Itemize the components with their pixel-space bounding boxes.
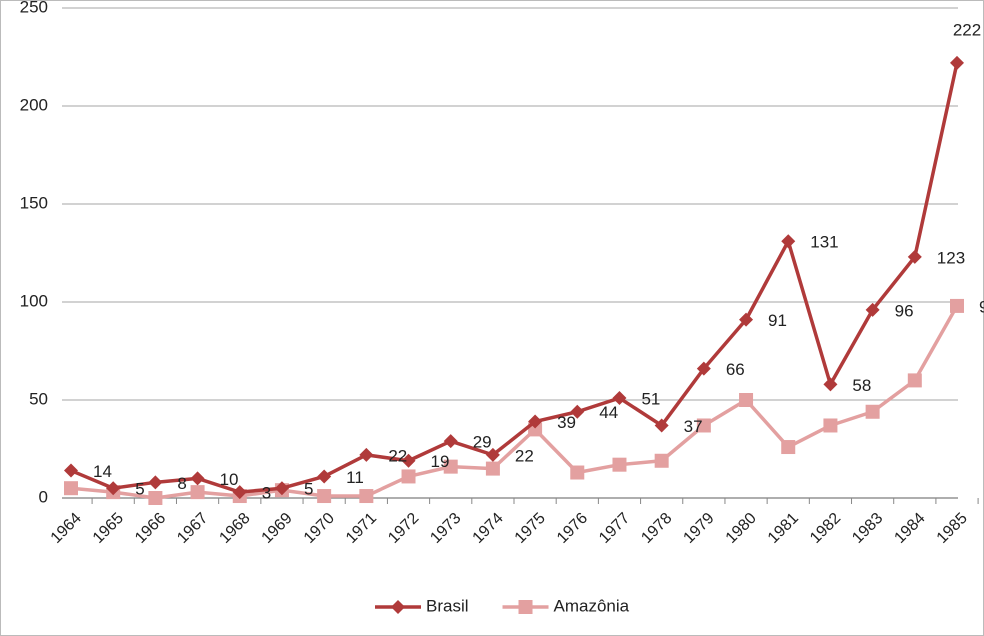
- data-point: [612, 391, 627, 406]
- data-point: [654, 418, 669, 433]
- data-point: [781, 440, 796, 455]
- data-point: [865, 302, 880, 317]
- data-point: [865, 404, 880, 419]
- data-point: [739, 393, 754, 407]
- data-label: 131: [810, 233, 838, 252]
- data-point: [823, 377, 838, 392]
- y-tick-label: 200: [20, 95, 48, 114]
- data-point: [232, 485, 247, 500]
- data-point: [64, 481, 78, 496]
- data-point: [781, 234, 796, 249]
- data-label: 222: [953, 20, 981, 39]
- data-point: [401, 453, 416, 468]
- data-point: [528, 414, 543, 429]
- data-point: [359, 489, 374, 504]
- data-point: [570, 404, 585, 419]
- data-point: [401, 469, 416, 484]
- data-label: 3: [262, 484, 271, 503]
- data-point: [950, 55, 964, 70]
- data-point: [190, 471, 205, 486]
- data-label: 22: [515, 446, 534, 465]
- legend-label: Brasil: [426, 596, 469, 615]
- data-label: 8: [177, 474, 186, 493]
- data-label: 37: [684, 417, 703, 436]
- data-point: [317, 489, 332, 504]
- y-tick-label: 100: [20, 291, 48, 310]
- data-point: [485, 447, 500, 462]
- data-label: 11: [346, 468, 364, 487]
- data-point: [274, 481, 289, 496]
- data-point: [950, 298, 964, 313]
- data-point: [190, 485, 205, 500]
- data-label: 44: [599, 403, 618, 422]
- data-label: 29: [473, 433, 492, 452]
- data-point: [570, 465, 585, 480]
- series-line: [70, 62, 959, 494]
- data-label: 10: [220, 470, 239, 489]
- series: [64, 55, 964, 500]
- data-point: [907, 373, 922, 388]
- data-label: 66: [726, 360, 745, 379]
- data-label: 123: [937, 248, 965, 267]
- y-tick-label: 50: [29, 389, 48, 408]
- data-point: [359, 447, 374, 462]
- data-point: [654, 453, 669, 468]
- data-label: 19: [431, 452, 450, 471]
- legend-marker: [518, 600, 533, 614]
- data-point: [148, 475, 163, 490]
- data-label: 39: [557, 413, 576, 432]
- data-point: [696, 361, 711, 376]
- data-point: [485, 461, 500, 476]
- data-point: [64, 463, 78, 478]
- legend-marker: [391, 600, 405, 614]
- y-tick-label: 250: [20, 0, 48, 16]
- data-point: [106, 481, 121, 496]
- data-label: 91: [768, 311, 787, 330]
- data-point: [907, 249, 922, 264]
- data-label: 96: [895, 301, 914, 320]
- data-label: 14: [93, 462, 112, 481]
- data-point: [696, 418, 711, 433]
- data-label: 5: [304, 480, 313, 499]
- data-point: [317, 469, 332, 484]
- data-point: [739, 312, 754, 327]
- data-label: 98: [979, 297, 984, 316]
- data-label: 58: [852, 376, 871, 395]
- data-label: 5: [135, 480, 144, 499]
- data-label: 22: [388, 446, 407, 465]
- series-line: [70, 305, 959, 500]
- y-tick-label: 0: [39, 487, 48, 506]
- data-point: [443, 434, 458, 449]
- data-point: [148, 491, 163, 505]
- data-label: 51: [641, 390, 660, 409]
- data-point: [443, 459, 458, 474]
- y-tick-label: 150: [20, 193, 48, 212]
- data-point: [823, 418, 838, 433]
- data-point: [612, 457, 627, 472]
- legend-label: Amazônia: [554, 596, 630, 615]
